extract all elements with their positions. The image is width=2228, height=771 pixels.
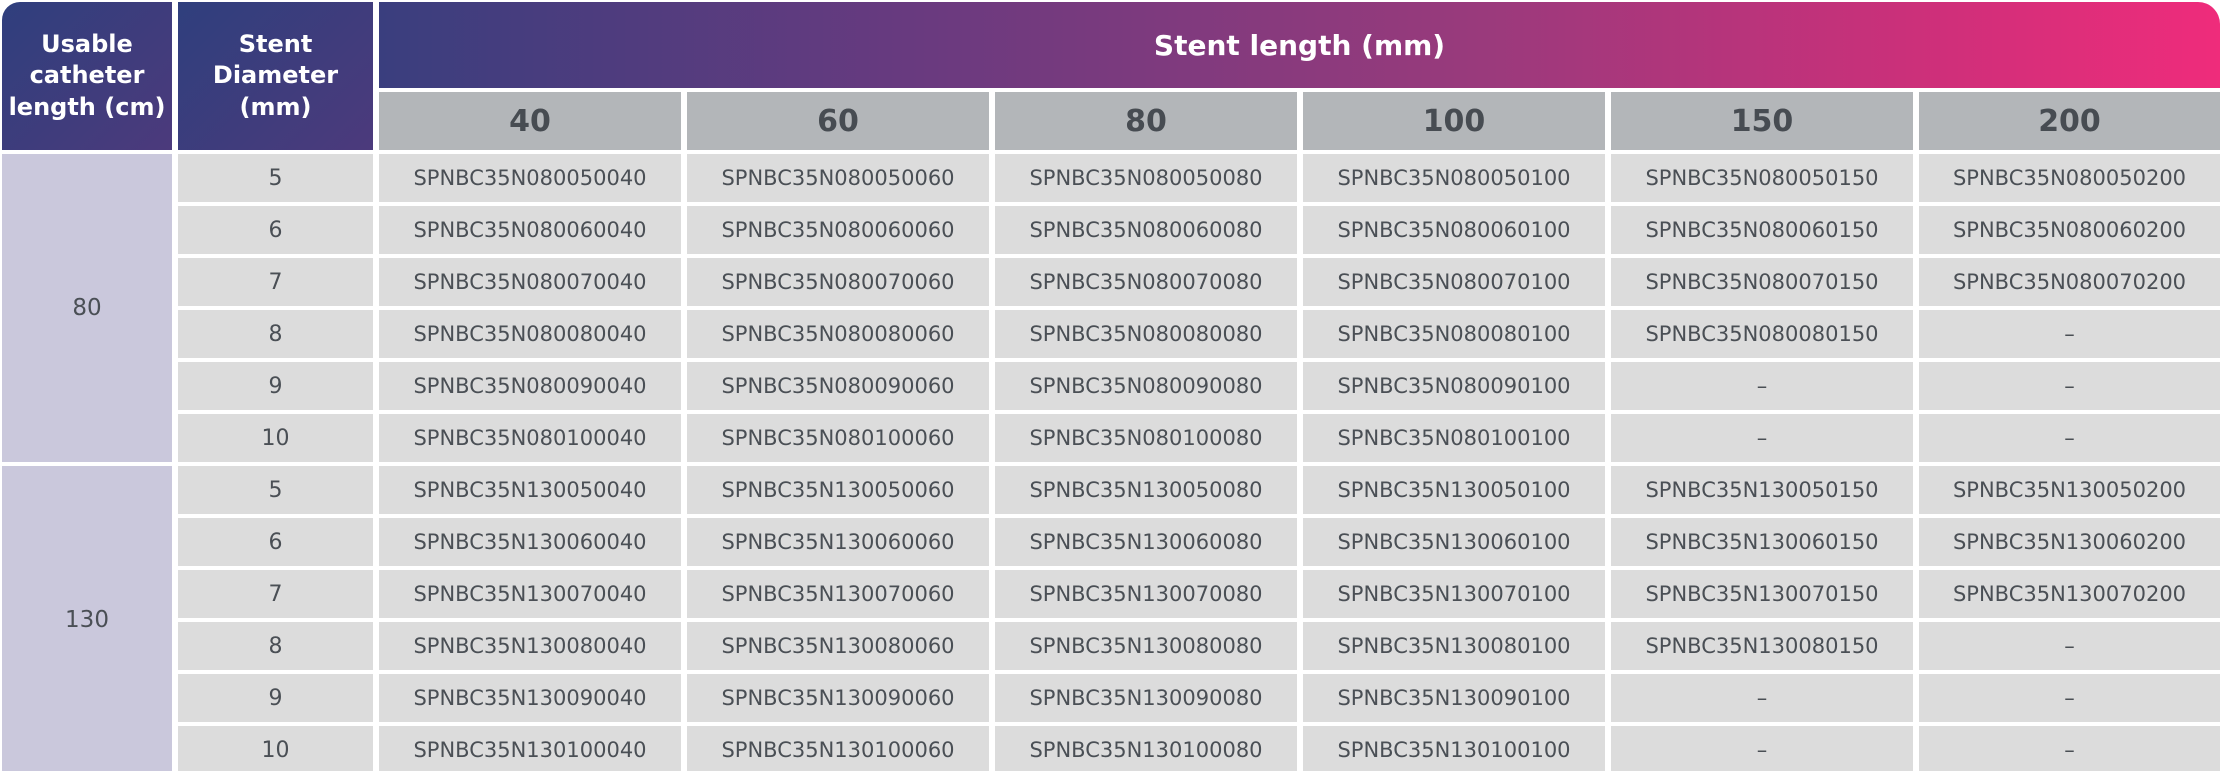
stent-diameter-cell: 8 [178, 622, 373, 670]
stent-diameter-cell: 6 [178, 518, 373, 566]
product-code-cell: SPNBC35N080090080 [995, 362, 1297, 410]
stent-diameter-cell: 6 [178, 206, 373, 254]
product-code-cell: SPNBC35N080050150 [1611, 154, 1913, 202]
catheter-length-cell: 80 [2, 154, 172, 462]
stent-diameter-cell: 7 [178, 258, 373, 306]
product-code-cell: SPNBC35N130070080 [995, 570, 1297, 618]
product-code-cell: SPNBC35N080050080 [995, 154, 1297, 202]
product-code-cell: SPNBC35N130070040 [379, 570, 681, 618]
product-code-cell: SPNBC35N080070060 [687, 258, 989, 306]
product-code-cell: – [1919, 310, 2220, 358]
length-header-100: 100 [1303, 92, 1605, 150]
product-code-cell: SPNBC35N130100100 [1303, 726, 1605, 771]
product-code-cell: SPNBC35N080070040 [379, 258, 681, 306]
stent-diameter-cell: 7 [178, 570, 373, 618]
product-code-cell: SPNBC35N130080080 [995, 622, 1297, 670]
product-code-cell: SPNBC35N080060100 [1303, 206, 1605, 254]
product-code-cell: SPNBC35N080060200 [1919, 206, 2220, 254]
product-code-cell: SPNBC35N080060080 [995, 206, 1297, 254]
product-code-cell: SPNBC35N130050100 [1303, 466, 1605, 514]
length-header-40: 40 [379, 92, 681, 150]
stent-diameter-cell: 8 [178, 310, 373, 358]
product-code-cell: SPNBC35N130060080 [995, 518, 1297, 566]
header-stent-diameter: Stent Diameter (mm) [178, 2, 373, 150]
product-code-cell: SPNBC35N130050040 [379, 466, 681, 514]
product-code-cell: SPNBC35N130060060 [687, 518, 989, 566]
length-header-80: 80 [995, 92, 1297, 150]
product-code-cell: SPNBC35N130060100 [1303, 518, 1605, 566]
product-code-cell: SPNBC35N080070080 [995, 258, 1297, 306]
product-code-cell: – [1919, 674, 2220, 722]
product-code-cell: SPNBC35N130070200 [1919, 570, 2220, 618]
product-code-cell: SPNBC35N080090060 [687, 362, 989, 410]
product-code-cell: SPNBC35N130050080 [995, 466, 1297, 514]
product-code-cell: SPNBC35N080090040 [379, 362, 681, 410]
product-code-cell: SPNBC35N130090080 [995, 674, 1297, 722]
product-code-cell: SPNBC35N080080060 [687, 310, 989, 358]
product-code-cell: SPNBC35N130050200 [1919, 466, 2220, 514]
product-code-cell: SPNBC35N130060150 [1611, 518, 1913, 566]
product-code-cell: SPNBC35N080070100 [1303, 258, 1605, 306]
product-code-cell: SPNBC35N080050100 [1303, 154, 1605, 202]
product-code-cell: SPNBC35N130090060 [687, 674, 989, 722]
product-code-cell: – [1611, 674, 1913, 722]
product-code-cell: SPNBC35N130090100 [1303, 674, 1605, 722]
product-code-cell: SPNBC35N130070150 [1611, 570, 1913, 618]
stent-diameter-cell: 10 [178, 414, 373, 462]
product-code-cell: SPNBC35N130060040 [379, 518, 681, 566]
length-header-150: 150 [1611, 92, 1913, 150]
product-code-cell: SPNBC35N130100060 [687, 726, 989, 771]
product-code-cell: – [1919, 414, 2220, 462]
product-code-cell: SPNBC35N080100100 [1303, 414, 1605, 462]
product-code-cell: SPNBC35N080050060 [687, 154, 989, 202]
stent-diameter-cell: 10 [178, 726, 373, 771]
product-code-cell: – [1919, 726, 2220, 771]
product-code-cell: SPNBC35N080050200 [1919, 154, 2220, 202]
stent-diameter-cell: 9 [178, 674, 373, 722]
product-code-cell: SPNBC35N130070060 [687, 570, 989, 618]
product-code-cell: – [1611, 726, 1913, 771]
product-code-cell: SPNBC35N080100060 [687, 414, 989, 462]
product-code-cell: – [1611, 414, 1913, 462]
product-code-cell: SPNBC35N080080080 [995, 310, 1297, 358]
stent-diameter-cell: 5 [178, 466, 373, 514]
product-code-cell: SPNBC35N130070100 [1303, 570, 1605, 618]
product-code-cell: SPNBC35N130080100 [1303, 622, 1605, 670]
product-code-cell: SPNBC35N130100080 [995, 726, 1297, 771]
product-code-cell: SPNBC35N080060040 [379, 206, 681, 254]
product-code-cell: SPNBC35N130080040 [379, 622, 681, 670]
length-header-200: 200 [1919, 92, 2220, 150]
product-code-cell: – [1919, 622, 2220, 670]
header-usable-catheter-length: Usable catheter length (cm) [2, 2, 172, 150]
product-code-cell: SPNBC35N080090100 [1303, 362, 1605, 410]
stent-diameter-cell: 9 [178, 362, 373, 410]
product-code-cell: SPNBC35N080100040 [379, 414, 681, 462]
length-header-60: 60 [687, 92, 989, 150]
product-code-cell: – [1611, 362, 1913, 410]
product-code-cell: SPNBC35N080080040 [379, 310, 681, 358]
catheter-length-cell: 130 [2, 466, 172, 771]
product-code-cell: SPNBC35N080060060 [687, 206, 989, 254]
product-code-cell: SPNBC35N130050060 [687, 466, 989, 514]
product-code-cell: SPNBC35N130050150 [1611, 466, 1913, 514]
product-code-cell: SPNBC35N130080150 [1611, 622, 1913, 670]
product-code-cell: SPNBC35N080100080 [995, 414, 1297, 462]
product-code-cell: SPNBC35N080080100 [1303, 310, 1605, 358]
header-stent-length: Stent length (mm) [379, 2, 2220, 88]
product-code-cell: SPNBC35N130090040 [379, 674, 681, 722]
product-code-cell: SPNBC35N130080060 [687, 622, 989, 670]
product-code-cell: SPNBC35N080050040 [379, 154, 681, 202]
product-code-cell: SPNBC35N080080150 [1611, 310, 1913, 358]
product-code-cell: SPNBC35N130100040 [379, 726, 681, 771]
product-code-cell: SPNBC35N080060150 [1611, 206, 1913, 254]
product-code-cell: SPNBC35N080070150 [1611, 258, 1913, 306]
product-code-cell: SPNBC35N080070200 [1919, 258, 2220, 306]
product-code-cell: SPNBC35N130060200 [1919, 518, 2220, 566]
product-code-cell: – [1919, 362, 2220, 410]
stent-diameter-cell: 5 [178, 154, 373, 202]
